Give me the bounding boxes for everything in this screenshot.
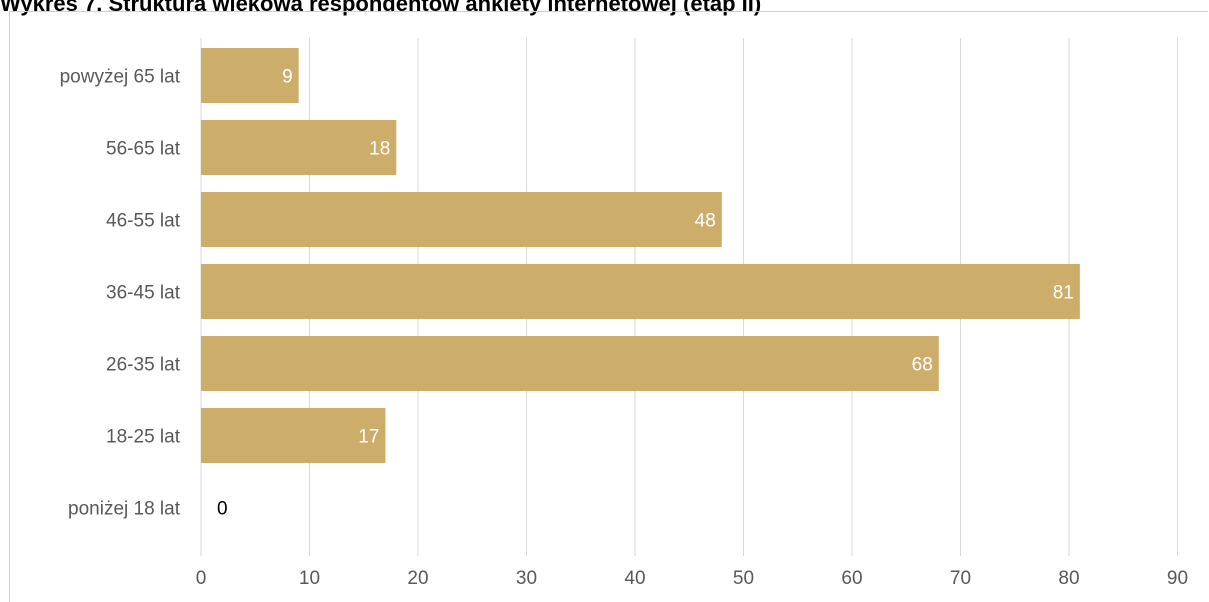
- bar: [201, 336, 939, 391]
- data-label: 17: [358, 427, 379, 448]
- x-tick-label: 20: [407, 568, 428, 589]
- category-label: 26-35 lat: [106, 355, 181, 376]
- category-label: 18-25 lat: [106, 427, 181, 448]
- bar: [201, 408, 386, 463]
- bar: [201, 120, 397, 175]
- x-tick-label: 30: [516, 568, 537, 589]
- plot-frame: [9, 11, 1208, 602]
- category-label: poniżej 18 lat: [68, 499, 181, 520]
- x-tick-label: 0: [196, 568, 207, 589]
- x-tick-label: 60: [841, 568, 862, 589]
- bar: [201, 264, 1080, 319]
- x-tick-label: 50: [733, 568, 754, 589]
- data-label: 81: [1053, 283, 1074, 304]
- category-label: 56-65 lat: [106, 139, 181, 160]
- chart-title: Wykres 7. Struktura wiekowa respondentów…: [0, 0, 762, 16]
- data-label: 9: [282, 67, 293, 88]
- x-tick-label: 70: [950, 568, 971, 589]
- data-label: 0: [217, 499, 228, 520]
- category-label: powyżej 65 lat: [60, 67, 181, 88]
- category-label: 36-45 lat: [106, 283, 181, 304]
- bar: [201, 48, 299, 103]
- x-tick-label: 10: [299, 568, 320, 589]
- category-label: 46-55 lat: [106, 211, 181, 232]
- data-label: 68: [912, 355, 933, 376]
- data-label: 48: [695, 211, 716, 232]
- x-tick-label: 40: [624, 568, 645, 589]
- data-label: 18: [369, 139, 390, 160]
- x-tick-label: 80: [1058, 568, 1079, 589]
- bar: [201, 192, 722, 247]
- x-tick-label: 90: [1167, 568, 1188, 589]
